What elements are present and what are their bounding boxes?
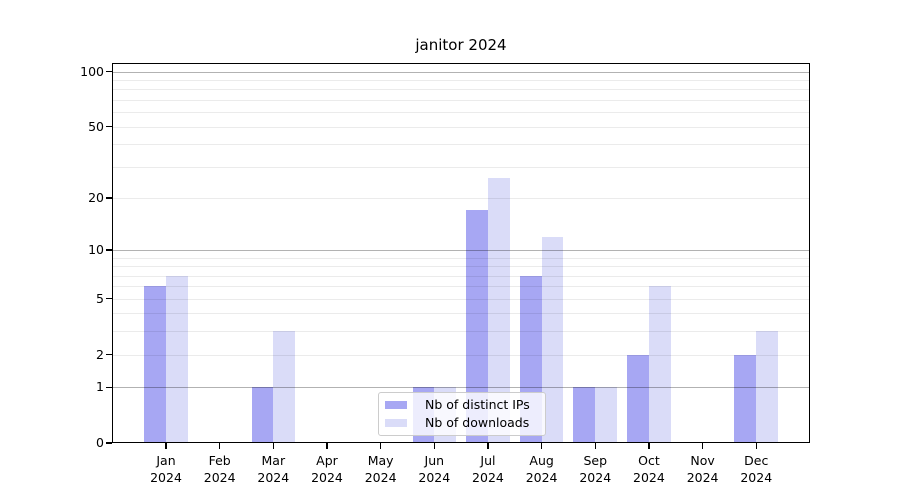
x-tick-label: Feb 2024 bbox=[203, 453, 236, 485]
y-tick-label: 2 bbox=[96, 346, 104, 362]
x-tick-mark bbox=[219, 443, 221, 449]
plot-area bbox=[112, 62, 810, 443]
bar-nb-of-downloads-dec bbox=[756, 331, 779, 443]
legend: Nb of distinct IPs Nb of downloads bbox=[378, 392, 546, 436]
x-tick-mark bbox=[541, 443, 543, 449]
x-tick-mark bbox=[487, 443, 489, 449]
y-tick-mark bbox=[106, 386, 112, 388]
legend-swatch-distinct-ips bbox=[385, 400, 407, 410]
minor-gridline bbox=[112, 275, 810, 277]
minor-gridline bbox=[112, 298, 810, 300]
bar-nb-of-distinct-ips-sep bbox=[573, 387, 596, 443]
x-tick-mark bbox=[648, 443, 650, 449]
minor-gridline bbox=[112, 126, 810, 128]
x-tick-label: Mar 2024 bbox=[257, 453, 290, 485]
y-tick-label: 10 bbox=[88, 241, 104, 257]
minor-gridline bbox=[112, 266, 810, 268]
minor-gridline bbox=[112, 79, 810, 81]
x-tick-label: Nov 2024 bbox=[686, 453, 719, 485]
x-tick-label: Oct 2024 bbox=[633, 453, 665, 485]
x-tick-mark bbox=[433, 443, 435, 449]
legend-label-distinct-ips: Nb of distinct IPs bbox=[425, 396, 530, 412]
major-gridline bbox=[112, 71, 810, 73]
x-tick-label: May 2024 bbox=[364, 453, 397, 485]
x-tick-mark bbox=[755, 443, 757, 449]
x-tick-label: Sep 2024 bbox=[579, 453, 612, 485]
y-tick-label: 20 bbox=[88, 189, 104, 205]
y-tick-label: 50 bbox=[88, 118, 104, 134]
x-tick-mark bbox=[326, 443, 328, 449]
bar-nb-of-downloads-aug bbox=[541, 236, 564, 443]
legend-swatch-downloads bbox=[385, 418, 407, 428]
bar-nb-of-distinct-ips-mar bbox=[251, 387, 274, 443]
bar-nb-of-distinct-ips-dec bbox=[734, 354, 757, 443]
minor-gridline bbox=[112, 257, 810, 259]
y-tick-label: 0 bbox=[96, 435, 104, 450]
y-tick-mark bbox=[106, 197, 112, 199]
y-tick-mark bbox=[106, 353, 112, 356]
x-tick-label: Jan 2024 bbox=[150, 453, 182, 485]
major-gridline bbox=[112, 249, 810, 251]
x-tick-label: Jul 2024 bbox=[472, 453, 504, 485]
bar-nb-of-downloads-jul bbox=[487, 177, 510, 443]
chart-title: janitor 2024 bbox=[415, 36, 507, 54]
bar-nb-of-downloads-oct bbox=[648, 286, 671, 443]
y-tick-label: 1 bbox=[96, 379, 104, 395]
y-tick-label: 5 bbox=[96, 290, 104, 306]
bar-nb-of-distinct-ips-oct bbox=[627, 354, 649, 443]
y-tick-mark bbox=[106, 442, 112, 444]
minor-gridline bbox=[112, 112, 810, 114]
x-tick-label: Aug 2024 bbox=[525, 453, 558, 485]
minor-gridline bbox=[112, 354, 810, 356]
minor-gridline bbox=[112, 286, 810, 288]
y-tick-mark bbox=[106, 298, 112, 300]
bar-nb-of-downloads-sep bbox=[595, 387, 618, 443]
bar-nb-of-downloads-jan bbox=[166, 275, 188, 443]
x-tick-mark bbox=[165, 443, 167, 449]
legend-item-distinct-ips: Nb of distinct IPs bbox=[385, 396, 539, 413]
y-tick-label: 100 bbox=[80, 63, 104, 79]
bar-nb-of-distinct-ips-jan bbox=[144, 286, 166, 443]
legend-item-downloads: Nb of downloads bbox=[385, 415, 539, 432]
bar-nb-of-distinct-ips-jul bbox=[466, 210, 488, 443]
x-tick-mark bbox=[380, 443, 382, 449]
minor-gridline bbox=[112, 313, 810, 315]
minor-gridline bbox=[112, 331, 810, 333]
x-tick-mark bbox=[594, 443, 596, 449]
bar-nb-of-downloads-mar bbox=[273, 331, 296, 443]
x-tick-label: Dec 2024 bbox=[740, 453, 773, 485]
x-tick-mark bbox=[272, 443, 274, 449]
minor-gridline bbox=[112, 197, 810, 199]
x-tick-mark bbox=[702, 443, 704, 449]
x-tick-label: Jun 2024 bbox=[418, 453, 451, 485]
y-tick-mark bbox=[106, 125, 112, 128]
y-tick-mark bbox=[106, 70, 112, 73]
y-tick-mark bbox=[106, 249, 112, 251]
x-tick-label: Apr 2024 bbox=[311, 453, 343, 485]
minor-gridline bbox=[112, 166, 810, 168]
major-gridline bbox=[112, 387, 810, 389]
legend-label-downloads: Nb of downloads bbox=[425, 415, 530, 431]
minor-gridline bbox=[112, 99, 810, 101]
minor-gridline bbox=[112, 144, 810, 146]
minor-gridline bbox=[112, 89, 810, 91]
